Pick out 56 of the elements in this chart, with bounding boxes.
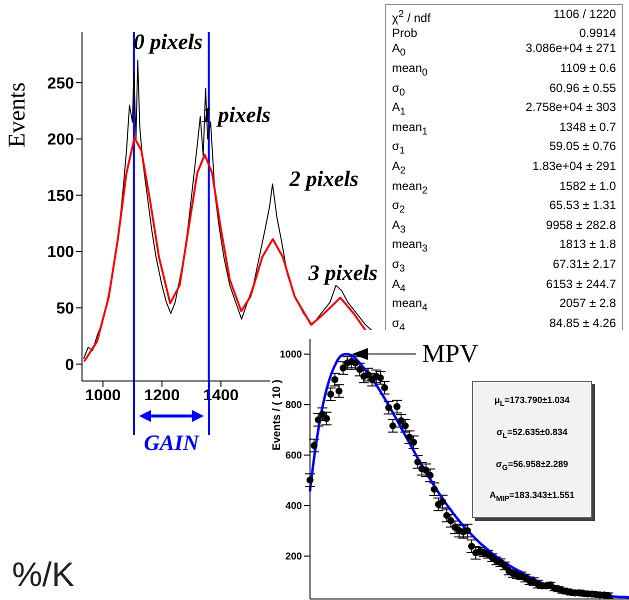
annotation: 1109 ± 0.6 xyxy=(560,61,616,77)
y-tick-label: 1000 xyxy=(280,350,302,361)
annotation: 1813 ± 1.8 xyxy=(559,237,616,254)
annotation: 9958 ± 282.8 xyxy=(546,218,616,234)
annotation: 2057 ± 2.8 xyxy=(559,296,616,312)
y-axis-title: Events xyxy=(4,82,32,148)
annotation: A$_{0}$ xyxy=(392,41,406,61)
text: χ$^{2}$ / ndf xyxy=(392,8,431,26)
text: %/K xyxy=(12,556,74,595)
annotation: 0.9914 xyxy=(579,26,616,42)
y-tick-label: 150 xyxy=(47,188,74,205)
annotation: 3.086e+04 ± 271 xyxy=(526,41,616,58)
y-tick-label: 800 xyxy=(285,400,302,412)
annotation: mean$_{3}$ xyxy=(392,237,428,257)
annotation: 65.53 ± 1.31 xyxy=(549,198,616,214)
y-tick-label: 100 xyxy=(47,244,74,262)
annotation: A$_{2}$ xyxy=(392,158,406,178)
annotation: 2.758e+04 ± 303 xyxy=(526,100,616,116)
annotation: MPV xyxy=(422,339,478,369)
annotation: mean$_{4}$ xyxy=(392,296,428,316)
annotation: A$_{4}$ xyxy=(392,276,406,296)
y-tick-label: 50 xyxy=(56,300,74,318)
annotation: 84.85 ± 4.26 xyxy=(549,316,616,332)
annotation: 1582 ± 1.0 xyxy=(559,178,616,195)
annotation: 6153 ± 244.7 xyxy=(546,276,616,293)
y-tick-label: 200 xyxy=(47,132,74,149)
annotation: σ$_{L}$=52.635±0.834 xyxy=(495,426,568,442)
y-tick-label: 400 xyxy=(285,501,302,512)
annotation: 3 pixels xyxy=(308,260,378,286)
annotation: 2 pixels xyxy=(289,166,359,192)
annotation: σ$_{4}$ xyxy=(392,316,405,336)
y-axis-title: Events / ( 10 ) xyxy=(271,380,283,450)
annotation: σ$_{3}$ xyxy=(392,256,405,276)
annotation: σ$_{0}$ xyxy=(392,80,405,100)
annotation: 60.96 ± 0.55 xyxy=(549,80,616,97)
annotation: mean$_{1}$ xyxy=(392,120,428,140)
annotation: 1348 ± 0.7 xyxy=(559,120,616,136)
annotation: σ$_{G}$=56.958±2.289 xyxy=(494,458,570,474)
annotation: 1.83e+04 ± 291 xyxy=(532,158,616,175)
annotation: mean$_{0}$ xyxy=(392,61,428,80)
text: 1106 / 1220 xyxy=(553,7,616,23)
annotation: σ$_{1}$ xyxy=(392,139,405,159)
annotation: 67.31± 2.17 xyxy=(552,256,616,273)
y-tick-label: 200 xyxy=(285,552,302,563)
annotation: μ$_{L}$=173.790±1.034 xyxy=(493,394,571,410)
annotation: A$_{3}$ xyxy=(392,218,406,238)
annotation: σ$_{2}$ xyxy=(392,198,405,218)
annotation: Prob xyxy=(392,26,418,42)
y-tick-label: 600 xyxy=(285,450,302,462)
text: GAIN xyxy=(144,430,199,456)
annotation: mean$_{2}$ xyxy=(392,178,428,198)
y-tick-label: 0 xyxy=(65,356,74,374)
annotation: 59.05 ± 0.76 xyxy=(549,139,616,156)
annotation: A$_{1}$ xyxy=(392,100,406,120)
y-tick-label: 250 xyxy=(47,75,74,92)
annotation: A$_{MIP}$=183.343±1.551 xyxy=(488,489,576,506)
